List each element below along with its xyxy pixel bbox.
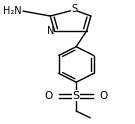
Text: S: S [71, 4, 77, 14]
Text: S: S [73, 91, 80, 101]
Text: O: O [45, 91, 53, 101]
Text: N: N [47, 26, 55, 36]
Text: H₂N: H₂N [3, 6, 22, 16]
Text: O: O [99, 91, 108, 101]
